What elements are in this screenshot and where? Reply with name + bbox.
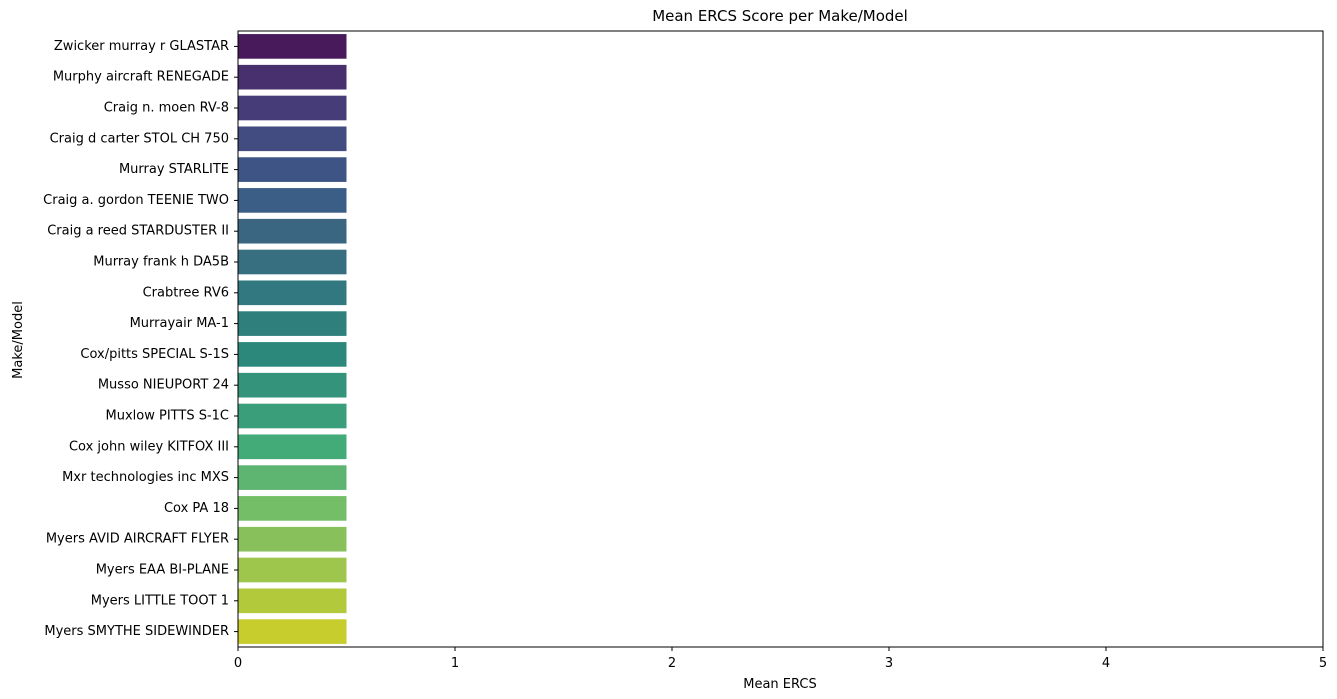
y-tick-label: Cox/pitts SPECIAL S-1S	[80, 347, 229, 362]
y-axis: Zwicker murray r GLASTAR Murphy aircraft …	[43, 39, 238, 639]
y-tick-label: Murray frank h DA5B	[93, 255, 229, 270]
bar	[238, 342, 347, 367]
y-tick-label: Musso NIEUPORT 24	[98, 378, 229, 393]
y-axis-label: Make/Model	[11, 301, 26, 379]
bar	[238, 126, 347, 152]
bar	[238, 465, 347, 490]
y-tick-label: Mxr technologies inc MXS	[62, 470, 229, 485]
bar	[238, 249, 347, 275]
bar	[238, 157, 347, 182]
y-tick-label: Craig a reed STARDUSTER II	[47, 224, 229, 239]
x-tick-label: 0	[234, 656, 242, 671]
y-tick-label: Cox PA 18	[164, 501, 229, 516]
chart-title: Mean ERCS Score per Make/Model	[652, 7, 908, 25]
bar	[238, 434, 347, 460]
bar	[238, 588, 347, 614]
bar	[238, 34, 347, 59]
bar	[238, 311, 347, 336]
y-tick-label: Cox john wiley KITFOX III	[69, 439, 229, 454]
y-tick-label: Craig d carter STOL CH 750	[50, 131, 229, 146]
x-tick-label: 2	[668, 656, 676, 671]
y-tick-label: Myers AVID AIRCRAFT FLYER	[46, 532, 229, 547]
x-axis-label: Mean ERCS	[743, 677, 816, 692]
bar	[238, 526, 347, 552]
y-tick-label: Murrayair MA-1	[130, 316, 229, 331]
x-tick-label: 4	[1102, 656, 1110, 671]
y-tick-label: Myers SMYTHE SIDEWINDER	[44, 624, 229, 639]
bar	[238, 95, 347, 121]
y-tick-label: Murphy aircraft RENEGADE	[53, 70, 229, 85]
y-tick-label: Zwicker murray r GLASTAR	[54, 39, 229, 54]
y-tick-label: Myers LITTLE TOOT 1	[91, 593, 229, 608]
y-tick-label: Craig a. gordon TEENIE TWO	[43, 193, 229, 208]
bar	[238, 403, 347, 429]
bar	[238, 64, 347, 90]
bar	[238, 496, 347, 521]
y-tick-label: Crabtree RV6	[143, 285, 229, 300]
bar	[238, 280, 347, 306]
y-tick-label: Muxlow PITTS S-1C	[106, 409, 229, 424]
plot-frame	[237, 30, 1324, 648]
x-axis: 0 1 2 3 4 5	[234, 647, 1327, 671]
x-tick-label: 3	[885, 656, 893, 671]
y-tick-label: Myers EAA BI-PLANE	[96, 563, 229, 578]
bar	[238, 372, 347, 398]
bar-group	[238, 34, 347, 644]
x-tick-label: 5	[1319, 656, 1327, 671]
bar	[238, 557, 347, 583]
y-tick-label: Murray STARLITE	[119, 162, 229, 177]
x-tick-label: 1	[451, 656, 459, 671]
y-tick-label: Craig n. moen RV-8	[104, 101, 229, 116]
bar	[238, 218, 347, 244]
bar	[238, 619, 347, 644]
bar	[238, 188, 347, 213]
